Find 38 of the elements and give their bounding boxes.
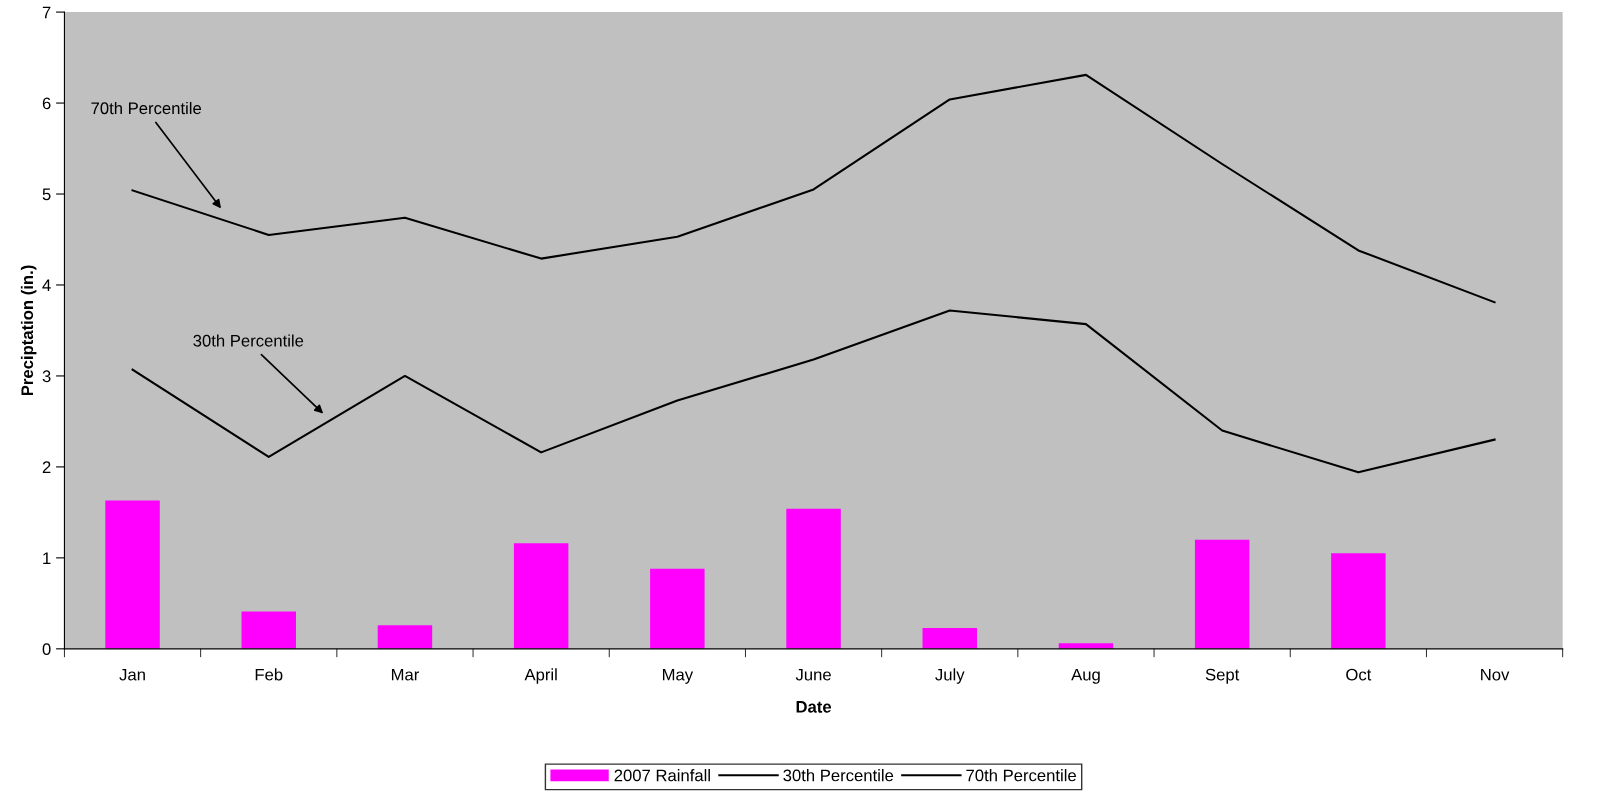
x-tick-label: April: [524, 668, 557, 684]
bar: [241, 611, 296, 649]
bar: [513, 543, 569, 649]
bar: [1194, 539, 1250, 649]
annotation: 70th Percentile: [91, 101, 202, 115]
x-tick-label: Nov: [1481, 668, 1510, 681]
x-tick-label: Mar: [391, 668, 420, 681]
y-tick-label: 2: [42, 461, 51, 473]
legend-label: 30th Percentile: [783, 769, 894, 782]
bar: [922, 627, 977, 649]
x-axis-title: Date: [796, 701, 832, 713]
x-tick-label: Feb: [255, 668, 283, 681]
y-tick-label: 4: [42, 279, 51, 292]
bar: [1058, 643, 1114, 649]
x-tick-label: June: [795, 668, 831, 681]
y-tick-label: 7: [42, 6, 51, 19]
line-series: [131, 309, 1496, 474]
bar: [377, 625, 433, 649]
y-axis-title: Preciptation (in.): [20, 265, 37, 396]
bar: [786, 508, 841, 649]
y-tick-label: 5: [42, 188, 51, 201]
annotation: 30th Percentile: [193, 334, 304, 347]
y-tick-label: 1: [43, 552, 51, 564]
bar: [650, 568, 705, 649]
x-tick-label: Aug: [1071, 668, 1100, 684]
bar: [1331, 553, 1386, 649]
x-tick-label: May: [662, 668, 694, 684]
bar: [105, 500, 160, 649]
y-tick-label: 6: [42, 97, 51, 110]
y-tick-label: 0: [42, 643, 51, 656]
legend-label: 2007 Rainfall: [614, 769, 710, 782]
line-series: [131, 73, 1496, 304]
x-tick-label: July: [935, 668, 965, 684]
x-tick-label: Oct: [1346, 668, 1372, 681]
x-tick-label: Jan: [119, 668, 145, 681]
legend-label: 70th Percentile: [966, 769, 1076, 782]
x-tick-label: Sept: [1205, 668, 1240, 684]
y-tick-label: 3: [42, 370, 51, 383]
